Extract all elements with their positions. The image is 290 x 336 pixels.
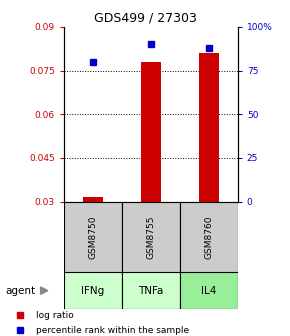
Bar	[83, 197, 103, 202]
Text: GSM8750: GSM8750	[88, 215, 97, 259]
Bar	[141, 62, 161, 202]
Bar	[180, 202, 238, 272]
Text: log ratio: log ratio	[36, 310, 74, 320]
Text: GSM8755: GSM8755	[146, 215, 155, 259]
Bar	[199, 53, 219, 202]
Bar	[122, 202, 180, 272]
Text: IL4: IL4	[201, 286, 217, 296]
Bar	[122, 272, 180, 309]
Text: TNFa: TNFa	[138, 286, 164, 296]
Bar	[180, 272, 238, 309]
Bar	[64, 202, 122, 272]
Text: GSM8760: GSM8760	[204, 215, 213, 259]
Bar	[64, 272, 122, 309]
Text: GDS499 / 27303: GDS499 / 27303	[94, 12, 196, 25]
Text: percentile rank within the sample: percentile rank within the sample	[36, 326, 189, 335]
Text: IFNg: IFNg	[81, 286, 104, 296]
Text: agent: agent	[6, 286, 36, 296]
Polygon shape	[41, 287, 48, 294]
